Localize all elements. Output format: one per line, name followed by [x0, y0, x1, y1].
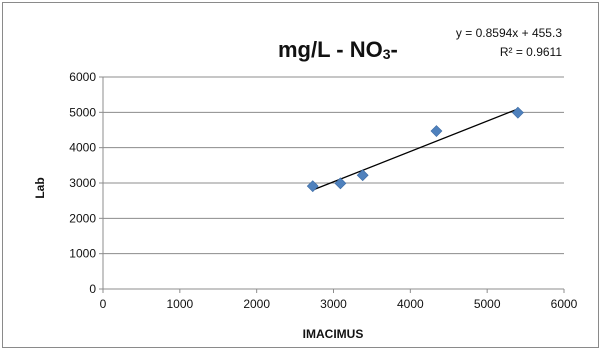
gridlines [103, 76, 564, 255]
axes [99, 76, 565, 293]
y-tick-label: 1000 [69, 247, 96, 261]
data-point [356, 169, 369, 182]
chart-frame [2, 2, 599, 348]
chart-title: mg/L - NO3- [278, 37, 398, 62]
y-tick-label: 0 [89, 282, 96, 296]
y-tick-label: 2000 [69, 211, 96, 225]
data-point [306, 180, 319, 193]
y-axis-label: Lab [33, 177, 47, 198]
trendline-group [312, 108, 519, 191]
x-tick-label: 0 [100, 297, 107, 311]
x-tick-label: 1000 [166, 297, 193, 311]
y-tick-label: 3000 [69, 176, 96, 190]
trendline-equation: y = 0.8594x + 455.3 [456, 26, 562, 40]
data-point [430, 125, 443, 137]
title-suffix: - [391, 37, 398, 62]
y-tick-label: 5000 [69, 105, 96, 119]
x-tick-label: 5000 [474, 297, 501, 311]
trendline [312, 108, 519, 191]
x-tick-label: 2000 [243, 297, 270, 311]
x-tick-label: 6000 [551, 297, 578, 311]
data-point [511, 106, 524, 119]
y-tick-label: 6000 [69, 70, 96, 84]
tick-labels: 0 1000 2000 3000 4000 5000 6000 0 1000 2000 3000 40… [69, 70, 577, 311]
title-subscript: 3 [383, 46, 391, 62]
x-tick-label: 3000 [320, 297, 347, 311]
x-tick-label: 4000 [397, 297, 424, 311]
trendline-r-squared: R² = 0.9611 [500, 45, 562, 59]
data-points [306, 106, 524, 193]
x-axis-label: IMACIMUS [303, 327, 364, 341]
data-point [334, 177, 347, 190]
y-tick-label: 4000 [69, 141, 96, 155]
